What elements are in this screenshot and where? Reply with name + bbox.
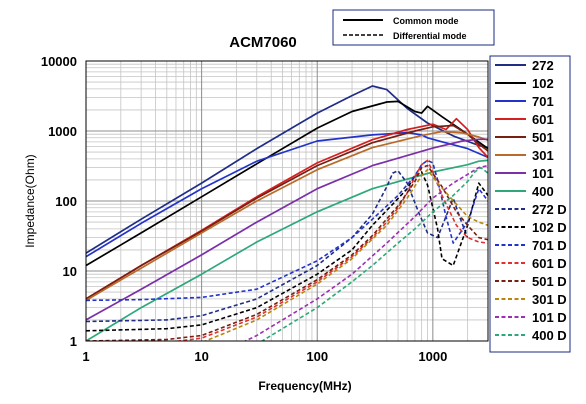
- series-legend-label: 102 D: [532, 220, 567, 235]
- x-tick-label: 1: [82, 349, 89, 364]
- series-legend-label: 272: [532, 58, 554, 73]
- series-line: [86, 100, 488, 267]
- y-tick-labels: 1 10 100 1000 10000: [41, 54, 77, 349]
- series-legend-label: 601 D: [532, 256, 567, 271]
- series-legend-label: 272 D: [532, 202, 567, 217]
- series-legend-label: 601: [532, 112, 554, 127]
- x-tick-labels: 1 10 100 1000: [82, 349, 447, 364]
- series-lines: [86, 85, 488, 341]
- series-legend-label: 301: [532, 148, 554, 163]
- series-line: [86, 124, 488, 300]
- series-line: [86, 130, 488, 302]
- y-axis-label: Impedance(Ohm): [23, 154, 37, 247]
- series-line: [86, 164, 488, 341]
- series-line: [86, 85, 488, 254]
- series-legend-label: 400 D: [532, 328, 567, 343]
- chart-title: ACM7060: [229, 34, 297, 51]
- mode-legend: Common mode Differential mode: [332, 9, 495, 46]
- series-legend-label: 400: [532, 184, 554, 199]
- y-tick-label: 10000: [41, 54, 77, 69]
- series-legend-label: 701 D: [532, 238, 567, 253]
- series-line: [243, 164, 488, 341]
- series-legend-label: 301 D: [532, 292, 567, 307]
- series-line: [86, 138, 488, 321]
- series-legend-label: 701: [532, 94, 554, 109]
- series-line: [86, 159, 488, 341]
- series-legend-label: 101 D: [532, 310, 567, 325]
- series-legend-label: 102: [532, 76, 554, 91]
- series-legend-items: 272 102 701 601 501 301 101 400 272 D 102 D 701 D 6…: [495, 58, 567, 343]
- series-line: [260, 166, 488, 341]
- mode-legend-differential-label: Differential mode: [393, 31, 467, 41]
- y-tick-label: 1000: [48, 124, 77, 139]
- series-line: [86, 159, 488, 302]
- y-tick-label: 10: [63, 264, 77, 279]
- plot-frame: [85, 60, 489, 342]
- x-axis-label: Frequency(MHz): [258, 379, 351, 393]
- y-tick-label: 100: [55, 194, 77, 209]
- series-legend-label: 501 D: [532, 274, 567, 289]
- series-clip-group: [86, 85, 488, 341]
- x-tick-label: 100: [306, 349, 328, 364]
- series-legend-box: [489, 55, 571, 353]
- series-line: [86, 170, 469, 323]
- series-legend: 272 102 701 601 501 301 101 400 272 D 102 D 701 D 6…: [489, 55, 571, 353]
- x-tick-label: 1000: [418, 349, 447, 364]
- series-legend-label: 101: [532, 166, 554, 181]
- series-line: [172, 159, 488, 341]
- y-tick-label: 1: [70, 334, 77, 349]
- x-tick-label: 10: [194, 349, 208, 364]
- series-legend-label: 501: [532, 130, 554, 145]
- series-line: [203, 168, 488, 341]
- mode-legend-box: [332, 9, 495, 46]
- mode-legend-common-label: Common mode: [393, 16, 459, 26]
